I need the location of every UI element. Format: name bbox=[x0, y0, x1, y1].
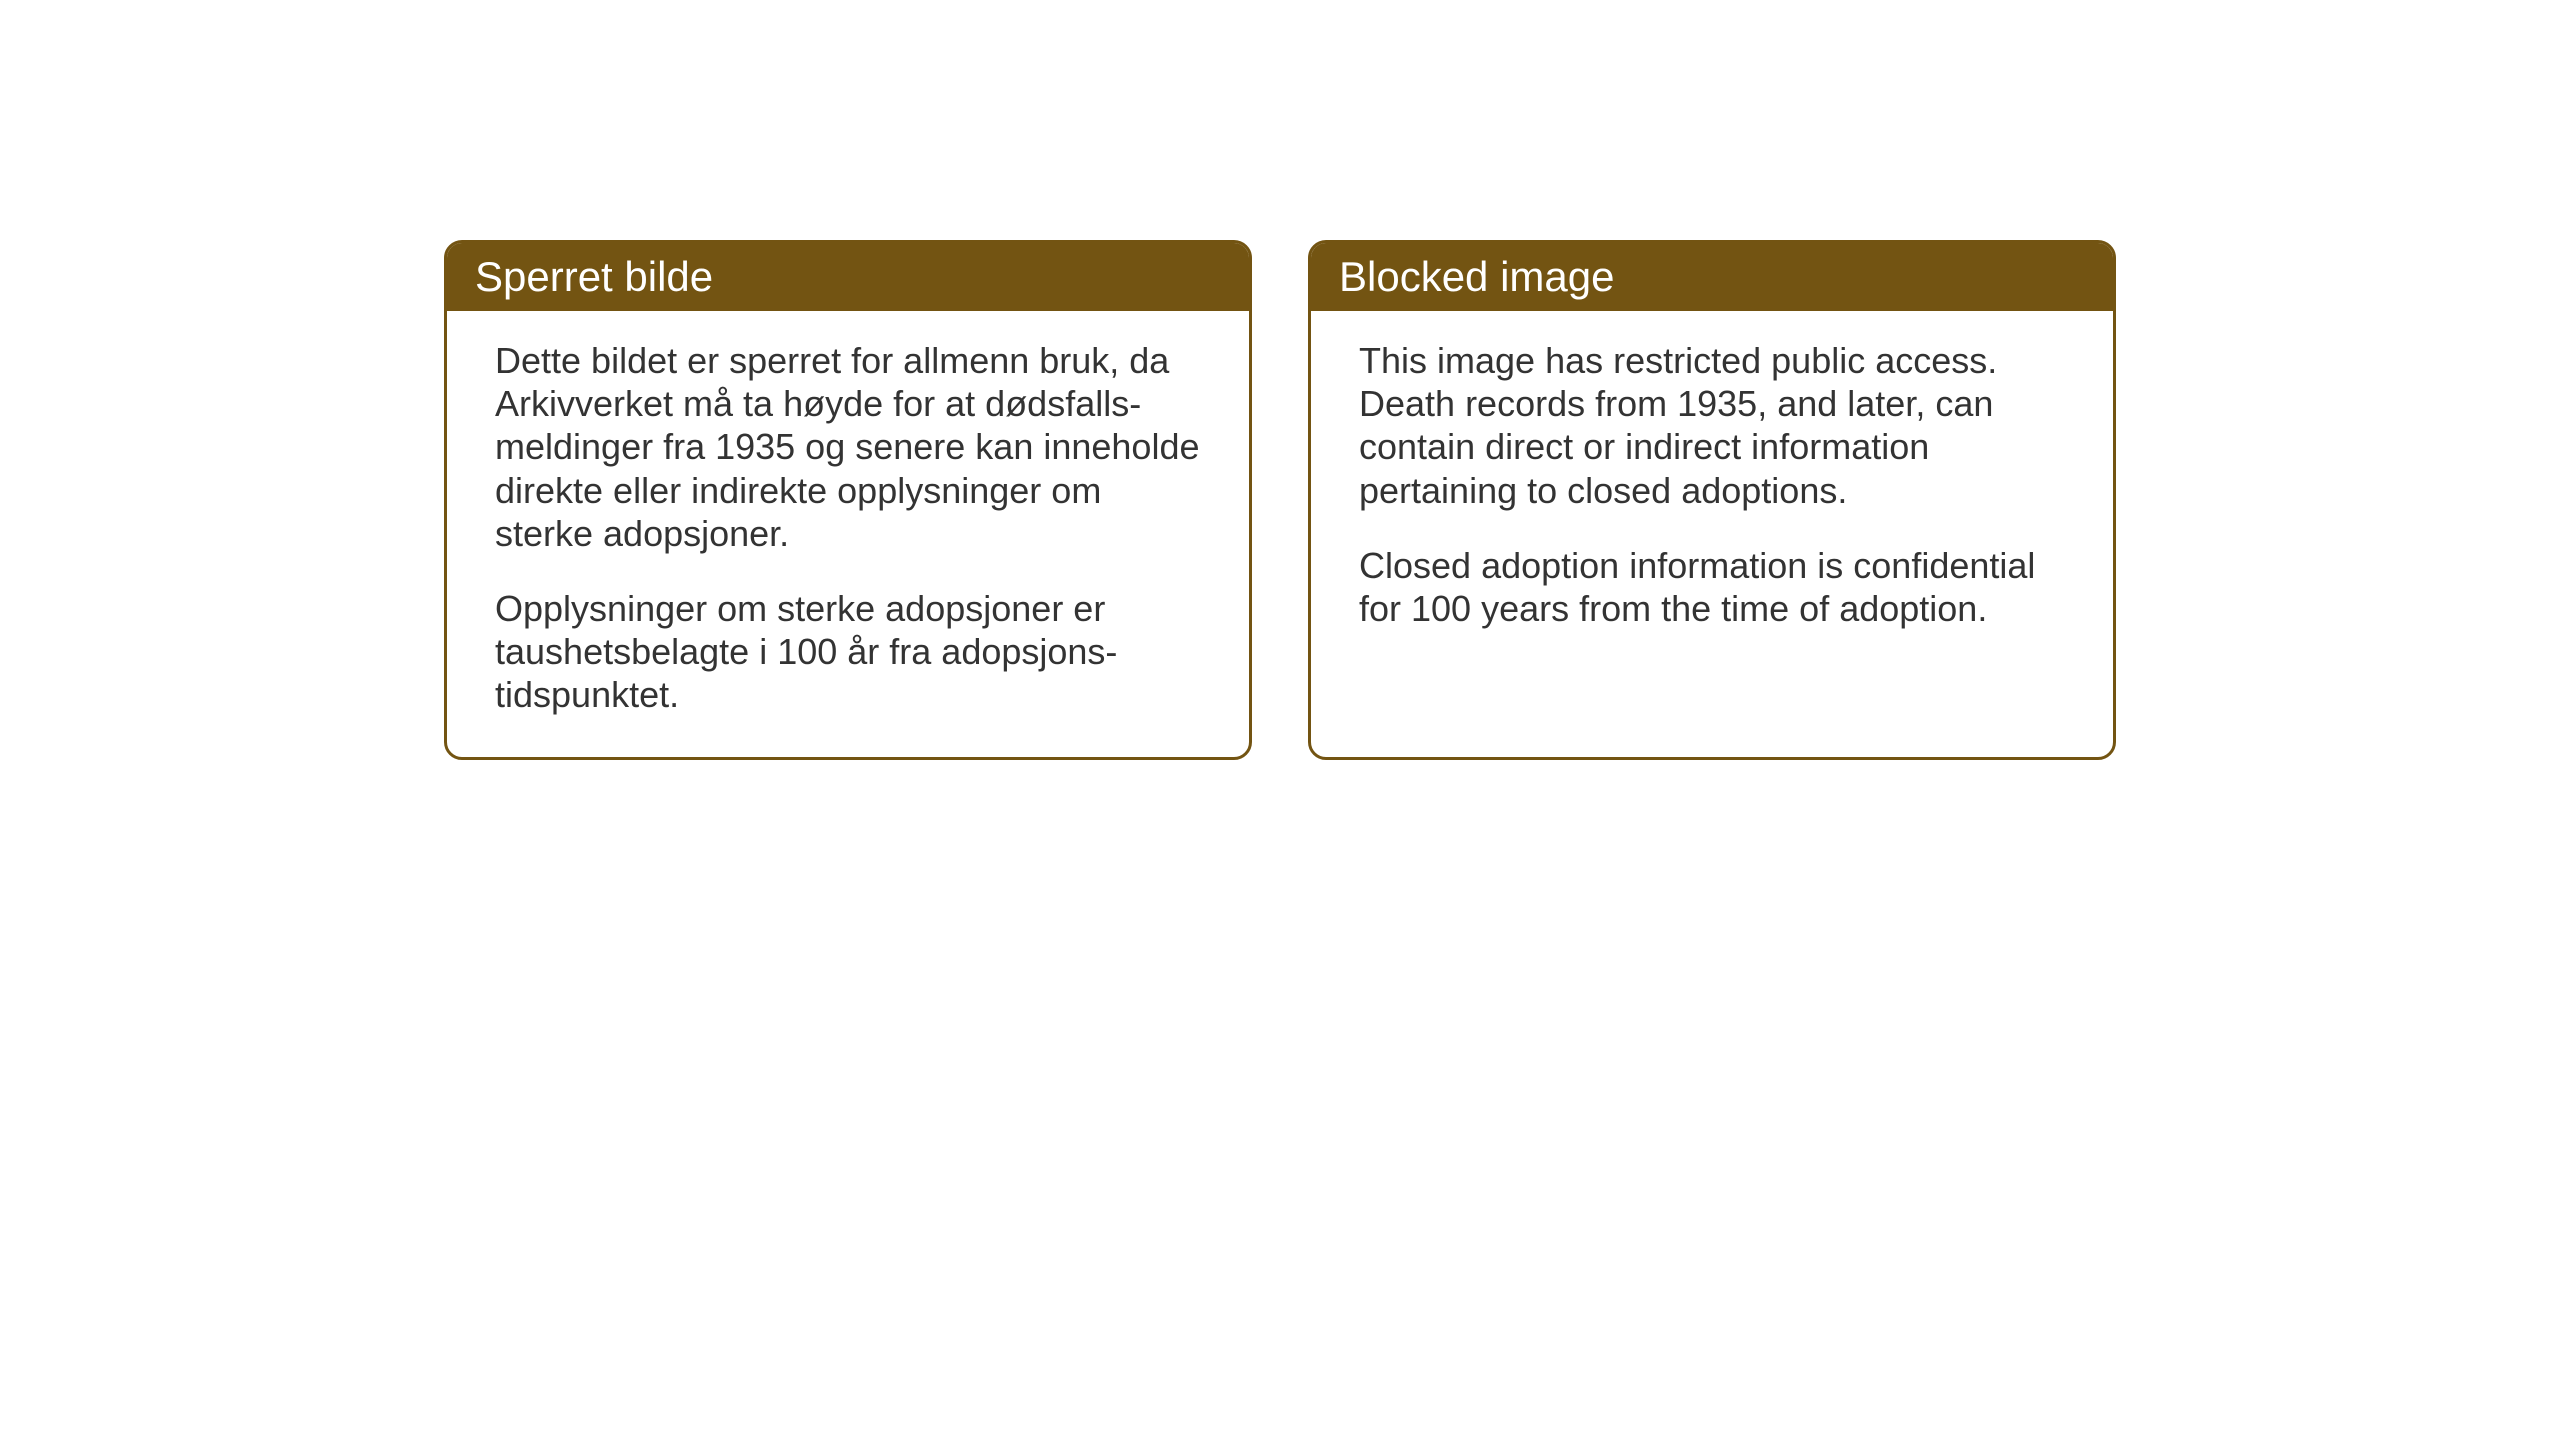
english-paragraph-2: Closed adoption information is confident… bbox=[1359, 544, 2065, 630]
norwegian-card-body: Dette bildet er sperret for allmenn bruk… bbox=[447, 311, 1249, 757]
english-notice-card: Blocked image This image has restricted … bbox=[1308, 240, 2116, 760]
notice-cards-container: Sperret bilde Dette bildet er sperret fo… bbox=[444, 240, 2116, 760]
english-card-body: This image has restricted public access.… bbox=[1311, 311, 2113, 670]
english-card-title: Blocked image bbox=[1311, 243, 2113, 311]
norwegian-paragraph-1: Dette bildet er sperret for allmenn bruk… bbox=[495, 339, 1201, 555]
english-paragraph-1: This image has restricted public access.… bbox=[1359, 339, 2065, 512]
norwegian-notice-card: Sperret bilde Dette bildet er sperret fo… bbox=[444, 240, 1252, 760]
norwegian-paragraph-2: Opplysninger om sterke adopsjoner er tau… bbox=[495, 587, 1201, 717]
norwegian-card-title: Sperret bilde bbox=[447, 243, 1249, 311]
